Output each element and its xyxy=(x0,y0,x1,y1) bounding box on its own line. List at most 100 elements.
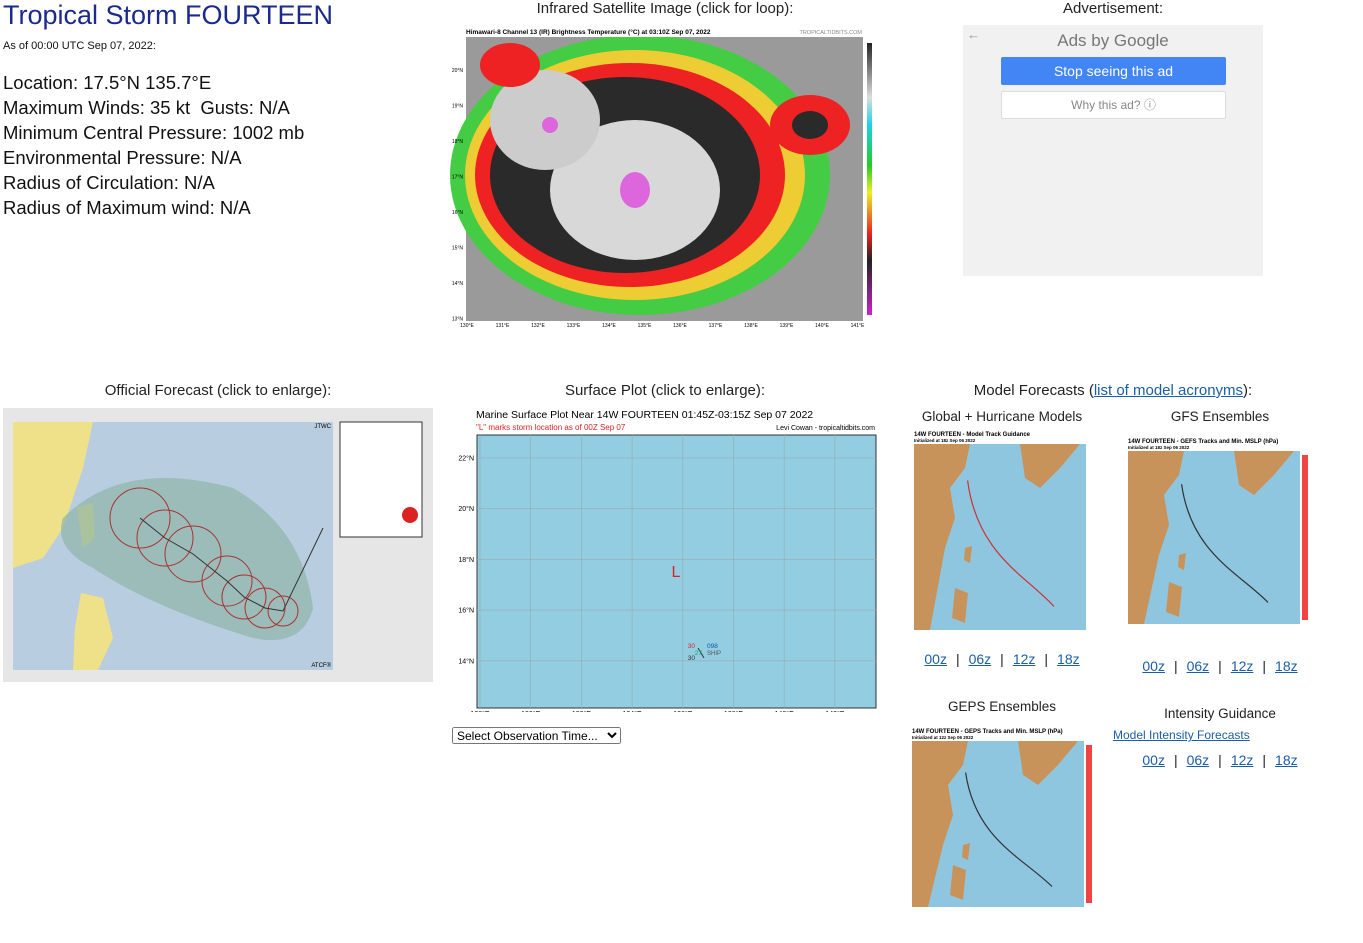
land xyxy=(950,865,966,900)
run-link[interactable]: 06z xyxy=(968,651,992,667)
separator: | xyxy=(1173,658,1178,674)
model-acronyms-link[interactable]: list of model acronyms xyxy=(1093,382,1244,399)
surface-plot-image[interactable]: Marine Surface Plot Near 14W FOURTEEN 01… xyxy=(450,408,880,712)
separator: | xyxy=(955,651,960,667)
lat-label: 18°N xyxy=(458,556,474,564)
ads-by: Ads by Google xyxy=(1057,31,1169,50)
storm-marker: L xyxy=(672,564,681,581)
lat-label: 16°N xyxy=(458,607,474,615)
run-link[interactable]: 00z xyxy=(1142,752,1165,768)
sat-lon-label: 138°E xyxy=(744,323,758,329)
model-section-title: GFS Ensembles xyxy=(1170,409,1270,424)
sat-lat-label: 19°N xyxy=(452,104,464,110)
satellite-image[interactable]: Himawari-8 Channel 13 (IR) Brightness Te… xyxy=(450,25,880,330)
sat-lat-label: 17°N xyxy=(452,175,464,181)
model-image-title: 14W FOURTEEN - GEFS Tracks and Min. MSLP… xyxy=(1128,439,1278,445)
run-link[interactable]: 06z xyxy=(1186,658,1210,674)
lon-label: 130°E xyxy=(521,710,540,712)
model-image-title: 14W FOURTEEN - GEPS Tracks and Min. MSLP… xyxy=(912,729,1063,735)
lon-label: 142°E xyxy=(825,710,844,712)
track xyxy=(967,480,1055,607)
ad-back-arrow[interactable]: ← xyxy=(967,27,980,42)
surface-heading: Surface Plot (click to enlarge): xyxy=(564,382,766,399)
land xyxy=(912,741,968,907)
detail-line: Location: 17.5°N 135.7°E xyxy=(3,72,212,93)
run-link[interactable]: 12z xyxy=(1012,651,1036,667)
run-link[interactable]: 18z xyxy=(1275,658,1298,674)
lon-label: 140°E xyxy=(775,710,794,712)
sat-lon-label: 132°E xyxy=(531,323,545,329)
model-heading-text: ): xyxy=(1243,382,1253,399)
separator: | xyxy=(1218,752,1222,768)
lon-label: 134°E xyxy=(623,710,642,712)
sat-lon-label: 131°E xyxy=(496,323,510,329)
official-forecast-image[interactable]: JTWC ATCF® xyxy=(3,408,433,682)
separator: | xyxy=(1262,752,1267,768)
lon-label: 136°E xyxy=(673,710,692,712)
sat-lon-label: 130°E xyxy=(460,323,474,329)
model-section-title: Intensity Guidance xyxy=(1164,706,1276,721)
sat-lat-label: 14°N xyxy=(452,281,464,287)
satellite-image-title: Himawari-8 Channel 13 (IR) Brightness Te… xyxy=(466,28,711,36)
run-link[interactable]: 00z xyxy=(924,651,947,667)
detail-line: Environmental Pressure: N/A xyxy=(3,147,242,168)
lat-label: 20°N xyxy=(458,505,474,513)
model-section-title: Global + Hurricane Models xyxy=(921,409,1083,424)
storm-title: Tropical Storm FOURTEEN xyxy=(3,0,334,30)
model-heading: Model Forecasts (list of model acronyms)… xyxy=(913,382,1313,399)
separator: | xyxy=(1218,658,1222,674)
detail-line: Minimum Central Pressure: 1002 mb xyxy=(3,122,305,143)
model-heading-text: Model Forecasts ( xyxy=(973,382,1094,399)
model-image-subtitle: Initialized at 12z Sep 06 2022 xyxy=(912,735,974,740)
detail-line: Radius of Maximum wind: N/A xyxy=(3,197,251,218)
sat-lon-label: 140°E xyxy=(815,323,829,329)
sat-lon-label: 135°E xyxy=(638,323,652,329)
land xyxy=(914,444,970,630)
separator: | xyxy=(1262,658,1267,674)
land xyxy=(952,588,968,623)
sat-lat-label: 16°N xyxy=(452,210,464,216)
intensity-link[interactable]: Model Intensity Forecasts xyxy=(1113,728,1250,742)
sat-lon-label: 137°E xyxy=(709,323,723,329)
lon-label: 138°E xyxy=(724,710,743,712)
atcf-label: ATCF® xyxy=(311,662,331,669)
run-link[interactable]: 12z xyxy=(1230,658,1254,674)
detail-line: Radius of Circulation: N/A xyxy=(3,172,215,193)
run-link[interactable]: 18z xyxy=(1275,752,1298,768)
lon-label: 128°E xyxy=(470,710,489,712)
sat-lon-label: 141°E xyxy=(851,323,865,329)
run-link[interactable]: 18z xyxy=(1057,651,1080,667)
track xyxy=(1181,484,1269,603)
model-image[interactable]: 14W FOURTEEN - Model Track GuidanceIniti… xyxy=(910,428,1102,638)
run-link[interactable]: 00z xyxy=(1142,658,1165,674)
run-link[interactable]: 12z xyxy=(1230,752,1254,768)
run-link[interactable]: 06z xyxy=(1186,752,1210,768)
run-links: 00z | 06z | 12z | 18z xyxy=(1120,752,1320,768)
model-image-subtitle: Initialized at 18z Sep 06 2022 xyxy=(914,438,976,443)
station-pressure: 098 xyxy=(707,643,718,650)
station-temperature: 30 xyxy=(688,643,696,650)
land xyxy=(1020,444,1080,488)
land xyxy=(964,546,972,563)
surface-plot-note: "L" marks storm location as of 00Z Sep 0… xyxy=(476,423,626,432)
station-id: SHIP xyxy=(707,651,721,657)
model-image[interactable]: 14W FOURTEEN - GEPS Tracks and Min. MSLP… xyxy=(908,725,1100,915)
colorbar xyxy=(1086,745,1092,903)
colorbar xyxy=(1302,455,1308,620)
ad-box: ← Ads by Google Stop seeing this ad Why … xyxy=(963,25,1263,276)
sat-lon-label: 139°E xyxy=(780,323,794,329)
ad-heading: Advertisement: xyxy=(1062,0,1164,17)
model-image[interactable]: 14W FOURTEEN - GEFS Tracks and Min. MSLP… xyxy=(1124,435,1316,632)
surface-plot-credit: Levi Cowan - tropicaltidbits.com xyxy=(776,425,875,432)
sat-lat-label: 20°N xyxy=(452,68,464,74)
why-ad-button[interactable]: Why this ad? ⓘ xyxy=(1001,91,1226,119)
as-of: As of 00:00 UTC Sep 07, 2022: xyxy=(3,40,156,52)
official-heading: Official Forecast (click to enlarge): xyxy=(104,382,332,399)
land xyxy=(1178,553,1186,570)
land xyxy=(1166,582,1182,617)
stop-ad-button[interactable]: Stop seeing this ad xyxy=(1001,57,1226,85)
sat-lat-label: 15°N xyxy=(452,246,464,252)
sat-lat-label: 13°N xyxy=(452,317,464,323)
observation-time-select[interactable]: Select Observation Time... xyxy=(452,727,621,744)
